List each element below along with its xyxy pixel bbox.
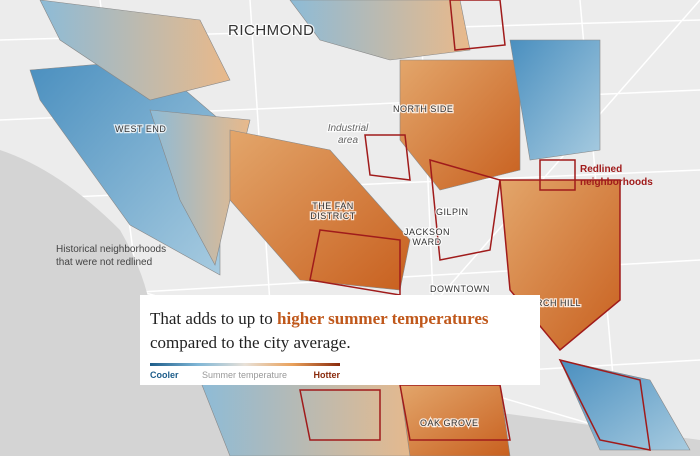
annotation: Historical neighborhoods bbox=[56, 244, 166, 255]
place-label: THE FAN bbox=[312, 201, 354, 211]
place-label: JACKSON bbox=[404, 227, 450, 237]
city-label: RICHMOND bbox=[228, 22, 315, 39]
legend-high: Hotter bbox=[313, 370, 341, 380]
caption-card: That adds to up to higher summer tempera… bbox=[140, 295, 540, 385]
annotation: that were not redlined bbox=[56, 257, 152, 268]
caption: That adds to up to higher summer tempera… bbox=[150, 307, 528, 355]
neighborhoods bbox=[29, 0, 691, 456]
place-label: WARD bbox=[412, 237, 441, 247]
place-label: DOWNTOWN bbox=[430, 284, 490, 294]
place-label: DISTRICT bbox=[310, 211, 356, 221]
caption-text: That adds to up to bbox=[150, 309, 278, 328]
place-label: OAK GROVE bbox=[420, 418, 479, 428]
caption-text: compared to the city average. bbox=[150, 333, 351, 352]
annotation: Redlined bbox=[580, 164, 622, 175]
place-label: NORTH SIDE bbox=[393, 104, 453, 114]
place-label: Industrial bbox=[328, 123, 369, 134]
legend-title: Summer temperature bbox=[202, 370, 288, 380]
legend-scale bbox=[150, 363, 340, 366]
place-label: GILPIN bbox=[436, 207, 469, 217]
place-label: WEST END bbox=[115, 124, 166, 134]
redlined-outlines bbox=[299, 0, 651, 451]
caption-highlight: higher summer temperatures bbox=[277, 309, 489, 328]
place-label: area bbox=[338, 135, 358, 146]
legend: Cooler Summer temperature Hotter bbox=[150, 363, 340, 385]
annotation: neighborhoods bbox=[580, 177, 653, 188]
legend-low: Cooler bbox=[150, 370, 179, 380]
